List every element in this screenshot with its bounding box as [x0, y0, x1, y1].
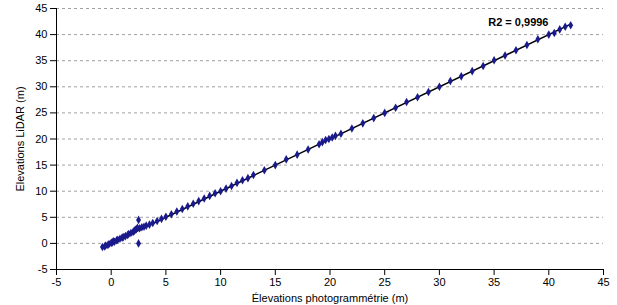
svg-text:0: 0 — [108, 276, 114, 288]
svg-text:40: 40 — [35, 28, 47, 40]
svg-text:5: 5 — [163, 276, 169, 288]
svg-text:Elevations LiDAR (m): Elevations LiDAR (m) — [14, 86, 26, 191]
svg-text:R2 = 0,9996: R2 = 0,9996 — [488, 16, 548, 28]
svg-text:25: 25 — [35, 106, 47, 118]
svg-text:30: 30 — [433, 276, 445, 288]
svg-text:20: 20 — [324, 276, 336, 288]
svg-text:30: 30 — [35, 80, 47, 92]
svg-text:40: 40 — [543, 276, 555, 288]
svg-text:5: 5 — [41, 211, 47, 223]
svg-text:35: 35 — [35, 54, 47, 66]
svg-text:45: 45 — [35, 2, 47, 14]
svg-text:-5: -5 — [52, 276, 62, 288]
svg-text:25: 25 — [379, 276, 391, 288]
svg-text:Élevations photogrammétrie (m): Élevations photogrammétrie (m) — [252, 292, 409, 304]
svg-text:10: 10 — [214, 276, 226, 288]
svg-text:15: 15 — [35, 159, 47, 171]
svg-text:-5: -5 — [38, 263, 48, 275]
svg-text:15: 15 — [269, 276, 281, 288]
svg-text:0: 0 — [41, 237, 47, 249]
svg-text:10: 10 — [35, 185, 47, 197]
svg-text:45: 45 — [597, 276, 609, 288]
svg-text:20: 20 — [35, 133, 47, 145]
svg-text:35: 35 — [488, 276, 500, 288]
